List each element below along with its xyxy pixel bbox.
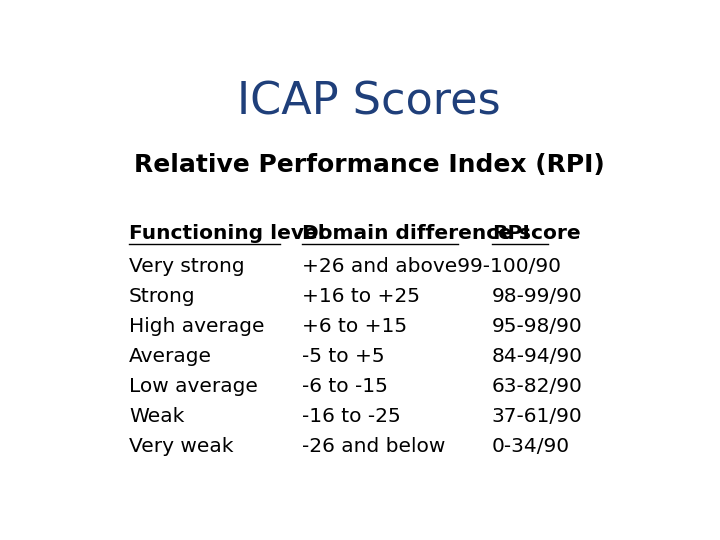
Text: ICAP Scores: ICAP Scores: [237, 80, 501, 124]
Text: Very strong: Very strong: [129, 257, 245, 276]
Text: -16 to -25: -16 to -25: [302, 407, 401, 426]
Text: -26 and below: -26 and below: [302, 436, 446, 456]
Text: -6 to -15: -6 to -15: [302, 377, 388, 396]
Text: Domain difference score: Domain difference score: [302, 224, 580, 242]
Text: 63-82/90: 63-82/90: [492, 377, 582, 396]
Text: 98-99/90: 98-99/90: [492, 287, 582, 306]
Text: 95-98/90: 95-98/90: [492, 317, 582, 336]
Text: Functioning level: Functioning level: [129, 224, 325, 242]
Text: 37-61/90: 37-61/90: [492, 407, 582, 426]
Text: +26 and above99-100/90: +26 and above99-100/90: [302, 257, 561, 276]
Text: Relative Performance Index (RPI): Relative Performance Index (RPI): [134, 153, 604, 177]
Text: RPI: RPI: [492, 224, 530, 242]
Text: -5 to +5: -5 to +5: [302, 347, 384, 366]
Text: Weak: Weak: [129, 407, 184, 426]
Text: 84-94/90: 84-94/90: [492, 347, 582, 366]
Text: Strong: Strong: [129, 287, 196, 306]
Text: Average: Average: [129, 347, 212, 366]
Text: Low average: Low average: [129, 377, 258, 396]
Text: 0-34/90: 0-34/90: [492, 436, 570, 456]
Text: +16 to +25: +16 to +25: [302, 287, 420, 306]
Text: High average: High average: [129, 317, 264, 336]
Text: +6 to +15: +6 to +15: [302, 317, 408, 336]
Text: Very weak: Very weak: [129, 436, 233, 456]
